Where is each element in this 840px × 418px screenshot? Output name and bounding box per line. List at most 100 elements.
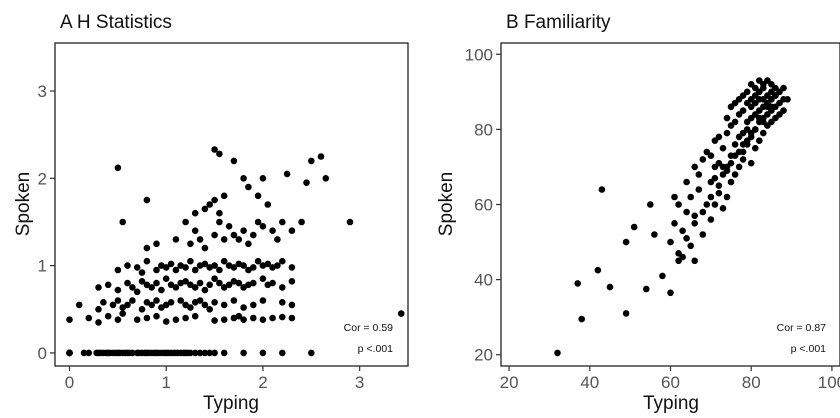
panel-a-point — [279, 284, 286, 291]
panel-a-point — [288, 314, 296, 322]
panel-b-point — [719, 205, 727, 212]
panel-b-point — [691, 163, 698, 171]
panel-b-point — [651, 231, 658, 238]
panel-a-point — [264, 201, 272, 208]
panel-a-point — [114, 164, 122, 172]
panel-b-point — [622, 238, 630, 246]
panel-b-point — [606, 283, 614, 291]
panel-a-points — [66, 146, 405, 357]
panel-a-point — [230, 157, 238, 165]
panel-a-x-tick-label: 0 — [65, 373, 74, 392]
panel-a-point — [230, 264, 238, 271]
panel-a-point — [162, 301, 170, 309]
panel-a-point — [298, 218, 305, 226]
panel-a-point — [201, 244, 209, 252]
panel-a-point — [240, 262, 247, 269]
panel-a-point — [187, 349, 194, 357]
panel-b-points — [554, 77, 791, 357]
panel-b-point — [727, 178, 735, 186]
panel-b-point — [643, 285, 650, 293]
panel-b-point — [756, 137, 763, 144]
panel-b-point — [695, 186, 703, 193]
panel-a-point — [216, 266, 223, 274]
panel-b-point — [715, 133, 723, 141]
panel-b-x-axis-label: Typing — [643, 393, 699, 414]
panel-a-point — [322, 175, 330, 182]
panel-a-point — [259, 275, 267, 283]
panel-a-point — [191, 284, 199, 291]
panel-a-point — [133, 264, 141, 271]
panel-a-point — [182, 314, 189, 322]
panel-a-point — [95, 306, 102, 313]
panel-a-point — [167, 299, 175, 306]
panel-a-point — [288, 278, 296, 285]
panel-a-point — [220, 316, 228, 324]
panel-a-y-axis-label: Spoken — [13, 172, 34, 236]
panel-b-point — [715, 182, 723, 189]
panel-a-point — [269, 314, 276, 322]
panel-a-point — [279, 349, 286, 357]
panel-a-point — [288, 301, 296, 309]
panel-a-point — [245, 183, 252, 191]
panel-a-point — [308, 349, 315, 357]
panel-b-point — [756, 114, 763, 122]
panel-a-point — [196, 349, 204, 357]
panel-a-point — [235, 312, 243, 320]
panel-b-point — [739, 156, 747, 163]
panel-a-point — [172, 284, 180, 291]
panel-b-y-tick-label: 20 — [474, 346, 493, 365]
panel-a-point — [240, 175, 247, 182]
panel-a-point — [240, 349, 247, 357]
panel-a-point — [211, 299, 218, 306]
panel-a-point — [230, 297, 238, 304]
panel-b-point — [687, 193, 694, 201]
panel-a-point — [206, 306, 213, 313]
panel-a-point — [196, 279, 204, 287]
panel-a-point — [274, 262, 281, 269]
panel-b-point — [739, 107, 747, 114]
panel-a-point — [138, 278, 146, 285]
panel-a-point — [201, 205, 209, 213]
panel-b-point — [735, 163, 743, 171]
panel-a-point — [206, 281, 213, 289]
panel-b-point — [699, 208, 707, 216]
panel-b-ticks: 20 40 60 80 100 20 40 60 80 100 — [465, 45, 840, 392]
panel-a-point — [66, 349, 73, 357]
panel-b-point — [554, 349, 561, 357]
panel-b-point — [707, 193, 715, 201]
panel-b-point — [671, 220, 678, 227]
panel-b-point — [578, 315, 585, 323]
panel-a-point — [279, 257, 286, 265]
panel-a-point — [124, 301, 131, 309]
panel-b-point — [675, 250, 682, 257]
panel-b-y-tick-label: 60 — [474, 196, 493, 215]
panel-a-point — [216, 218, 223, 226]
panel-a-point — [259, 349, 267, 357]
panel-b-point — [739, 141, 747, 148]
panel-a-point — [235, 279, 243, 287]
panel-b-point — [679, 227, 686, 235]
panel-b-point — [707, 152, 715, 159]
panel-a-point — [177, 297, 184, 304]
panel-a-point — [206, 201, 213, 208]
panel-b-point — [731, 118, 739, 126]
panel-a-point — [206, 349, 213, 357]
panel-a-point — [182, 218, 189, 226]
panel-a-point — [109, 301, 117, 309]
panel-b-point — [675, 201, 682, 208]
panel-a-point — [211, 275, 218, 283]
panel-a-point — [162, 264, 170, 271]
panel-a-point — [75, 301, 83, 309]
panel-b-point — [719, 163, 727, 171]
panel-a-point — [254, 192, 262, 200]
panel-a-point — [196, 236, 204, 243]
panel-a-point — [245, 240, 252, 248]
panel-a-point — [240, 304, 247, 311]
panel-a-point — [143, 244, 151, 252]
panel-a-point — [182, 278, 189, 285]
panel-a-point — [191, 227, 199, 234]
panel-a-point — [196, 297, 204, 304]
panel-a-point — [264, 260, 272, 268]
panel-a-point — [317, 153, 325, 160]
panel-b-point — [707, 216, 715, 223]
